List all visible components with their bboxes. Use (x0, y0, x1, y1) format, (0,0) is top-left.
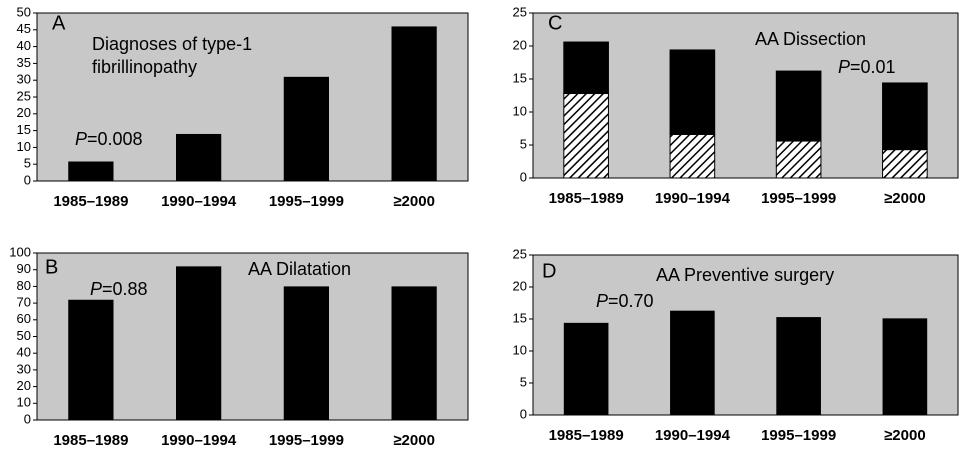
y-tick-label: 5 (520, 374, 527, 389)
y-tick-label: 40 (17, 345, 31, 360)
bar-segment (669, 133, 716, 179)
y-tick-label: 25 (513, 246, 527, 261)
x-tick-label: 1985–1989 (53, 432, 128, 449)
bar-segment (563, 41, 609, 95)
p-value: =0.88 (102, 279, 148, 299)
y-tick-label: 10 (17, 395, 31, 410)
bar-segment (775, 70, 822, 142)
bar (175, 133, 222, 181)
y-tick-label: 80 (17, 278, 31, 293)
y-tick-label: 90 (17, 261, 31, 276)
y-tick-label: 15 (17, 122, 31, 137)
y-tick-label: 45 (17, 21, 31, 36)
panel-letter: D (542, 260, 556, 282)
y-tick-label: 0 (24, 172, 31, 187)
p-symbol: P (838, 57, 850, 77)
y-tick-label: 0 (520, 406, 527, 421)
bar (391, 286, 437, 420)
y-tick-label: 5 (24, 156, 31, 171)
y-tick-label: 30 (17, 361, 31, 376)
p-value: =0.008 (87, 129, 143, 149)
panel-title: AA Preventive surgery (656, 265, 834, 285)
bar (68, 161, 114, 181)
bar (670, 310, 715, 415)
panel-title: AA Dissection (755, 29, 866, 49)
x-tick-label: ≥2000 (393, 193, 435, 210)
bar (175, 266, 222, 420)
x-tick-label: 1995–1999 (761, 427, 836, 444)
x-tick-label: ≥2000 (884, 190, 926, 207)
x-tick-label: 1995–1999 (761, 190, 836, 207)
p-annotation: P=0.01 (838, 57, 896, 77)
x-tick-label: 1995–1999 (269, 432, 344, 449)
y-tick-label: 10 (17, 139, 31, 154)
bar-segment (882, 149, 928, 179)
bar-segment (563, 93, 609, 179)
y-tick-label: 0 (24, 411, 31, 426)
y-tick-label: 25 (17, 88, 31, 103)
y-tick-label: 15 (513, 310, 527, 325)
y-tick-label: 5 (520, 136, 527, 151)
y-tick-label: 35 (17, 55, 31, 70)
y-tick-label: 15 (513, 70, 527, 85)
p-value: =0.01 (850, 57, 896, 77)
y-tick-label: 20 (513, 278, 527, 293)
panel-letter: B (45, 256, 58, 278)
p-symbol: P (90, 279, 102, 299)
y-tick-label: 100 (9, 244, 31, 259)
x-tick-label: 1990–1994 (161, 432, 237, 449)
x-tick-label: 1990–1994 (161, 193, 237, 210)
x-tick-label: ≥2000 (884, 427, 926, 444)
y-tick-label: 60 (17, 311, 31, 326)
y-tick-label: 20 (513, 37, 527, 52)
p-annotation: P=0.008 (75, 129, 143, 149)
y-tick-label: 70 (17, 295, 31, 310)
panel-letter: A (52, 12, 66, 34)
y-tick-label: 20 (17, 105, 31, 120)
panel-title: Diagnoses of type-1 (92, 34, 252, 54)
x-tick-label: 1985–1989 (549, 427, 624, 444)
panel-title: fibrillinopathy (92, 57, 197, 77)
y-tick-label: 50 (17, 328, 31, 343)
p-value: =0.70 (608, 291, 654, 311)
y-tick-label: 10 (513, 342, 527, 357)
bar (283, 286, 330, 420)
x-tick-label: 1990–1994 (655, 427, 731, 444)
panel-title: AA Dilatation (248, 259, 351, 279)
x-tick-label: 1990–1994 (655, 190, 731, 207)
y-tick-label: 30 (17, 72, 31, 87)
p-annotation: P=0.70 (596, 291, 654, 311)
x-tick-label: 1985–1989 (549, 190, 624, 207)
bar (882, 318, 928, 415)
y-tick-label: 25 (513, 4, 527, 19)
x-tick-label: 1985–1989 (53, 193, 128, 210)
p-symbol: P (75, 129, 87, 149)
bar-segment (669, 49, 716, 135)
bar-segment (775, 140, 822, 179)
bar (563, 322, 609, 415)
panel-letter: C (548, 12, 562, 34)
x-tick-label: ≥2000 (393, 432, 435, 449)
bar-segment (882, 82, 928, 151)
bar (776, 317, 821, 415)
bar (391, 26, 437, 181)
y-tick-label: 10 (513, 103, 527, 118)
y-tick-label: 20 (17, 378, 31, 393)
bar (283, 76, 330, 181)
p-annotation: P=0.88 (90, 279, 148, 299)
y-tick-label: 0 (520, 169, 527, 184)
x-tick-label: 1995–1999 (269, 193, 344, 210)
y-tick-label: 50 (17, 4, 31, 19)
y-tick-label: 40 (17, 38, 31, 53)
p-symbol: P (596, 291, 608, 311)
bar (68, 299, 114, 420)
